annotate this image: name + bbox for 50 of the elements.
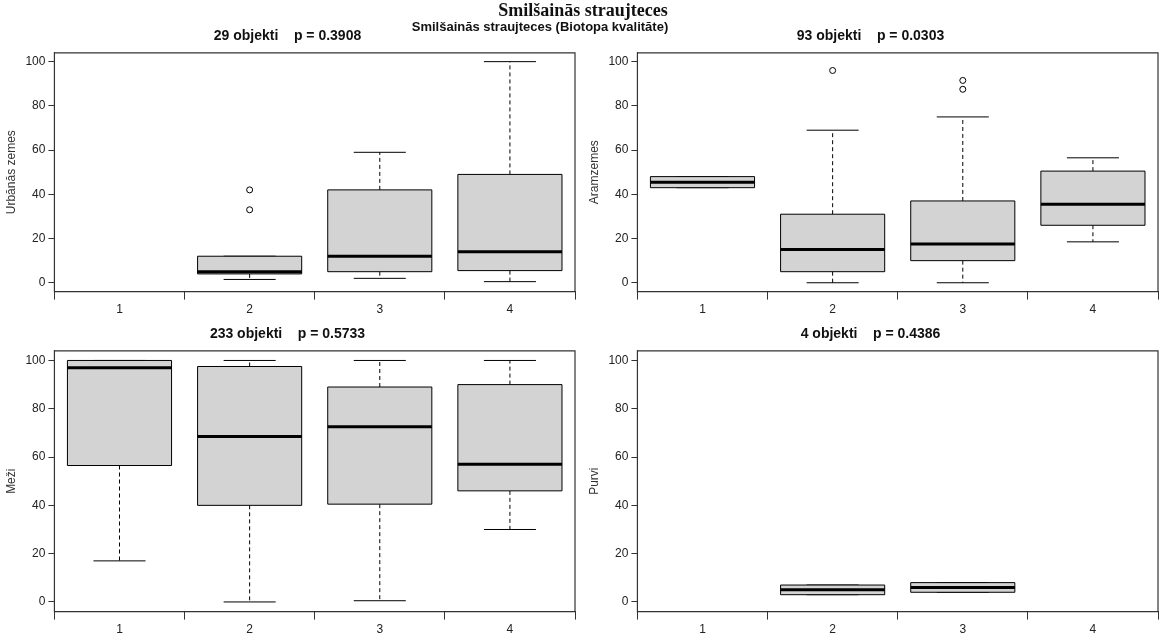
x-tick-label: 4 [506,302,514,317]
x-tick-label: 2 [246,622,254,637]
y-tick-label: 20 [32,545,46,560]
y-tick-label: 40 [32,497,46,512]
text: Smilšainās straujteces (Biotopa kvalitāte) [410,19,670,35]
chart-title: 93 objekti p = 0.0303 [796,27,945,44]
y-tick-label: 100 [608,352,629,367]
y-tick-label: 0 [621,275,629,290]
y-tick-label: 80 [615,401,629,416]
x-tick-label: 4 [506,622,514,637]
text: Smilšainās straujteces [497,0,669,20]
y-tick-label: 60 [32,449,46,464]
y-tick-label: 60 [32,142,46,157]
y-tick-label: 0 [38,275,46,290]
x-tick-label: 3 [959,302,967,317]
x-tick-label: 2 [829,302,837,317]
y-tick-label: 20 [615,230,629,245]
x-tick-label: 3 [376,622,384,637]
y-tick-label: 100 [25,352,46,367]
x-tick-label: 1 [699,302,707,317]
x-tick-label: 2 [246,302,254,317]
y-tick-label: 100 [608,53,629,68]
y-tick-label: 40 [32,186,46,201]
y-tick-label: 60 [615,449,629,464]
y-tick-label: 20 [32,230,46,245]
x-tick-label: 2 [829,622,837,637]
y-tick-label: 80 [32,98,46,113]
x-tick-label: 1 [116,622,124,637]
y-tick-label: 0 [38,594,46,609]
x-tick-label: 3 [376,302,384,317]
y-tick-label: 40 [615,497,629,512]
y-axis-title: Urbānās zemes [3,130,18,215]
y-tick-label: 80 [615,98,629,113]
y-tick-label: 20 [615,545,629,560]
y-tick-label: 100 [25,53,46,68]
x-tick-label: 4 [1089,302,1097,317]
y-axis-title: Meži [3,468,18,494]
chart-title: 233 objekti p = 0.5733 [209,325,366,342]
chart-title: 29 objekti p = 0.3908 [213,27,362,44]
x-tick-label: 3 [959,622,967,637]
y-tick-label: 0 [621,594,629,609]
x-tick-label: 1 [699,622,707,637]
y-axis-title: Aramzemes [586,140,601,205]
x-tick-label: 4 [1089,622,1097,637]
y-tick-label: 60 [615,142,629,157]
x-tick-label: 1 [116,302,124,317]
y-axis-title: Purvi [586,467,601,495]
y-tick-label: 40 [615,186,629,201]
chart-title: 4 objekti p = 0.4386 [800,325,941,342]
y-tick-label: 80 [32,401,46,416]
